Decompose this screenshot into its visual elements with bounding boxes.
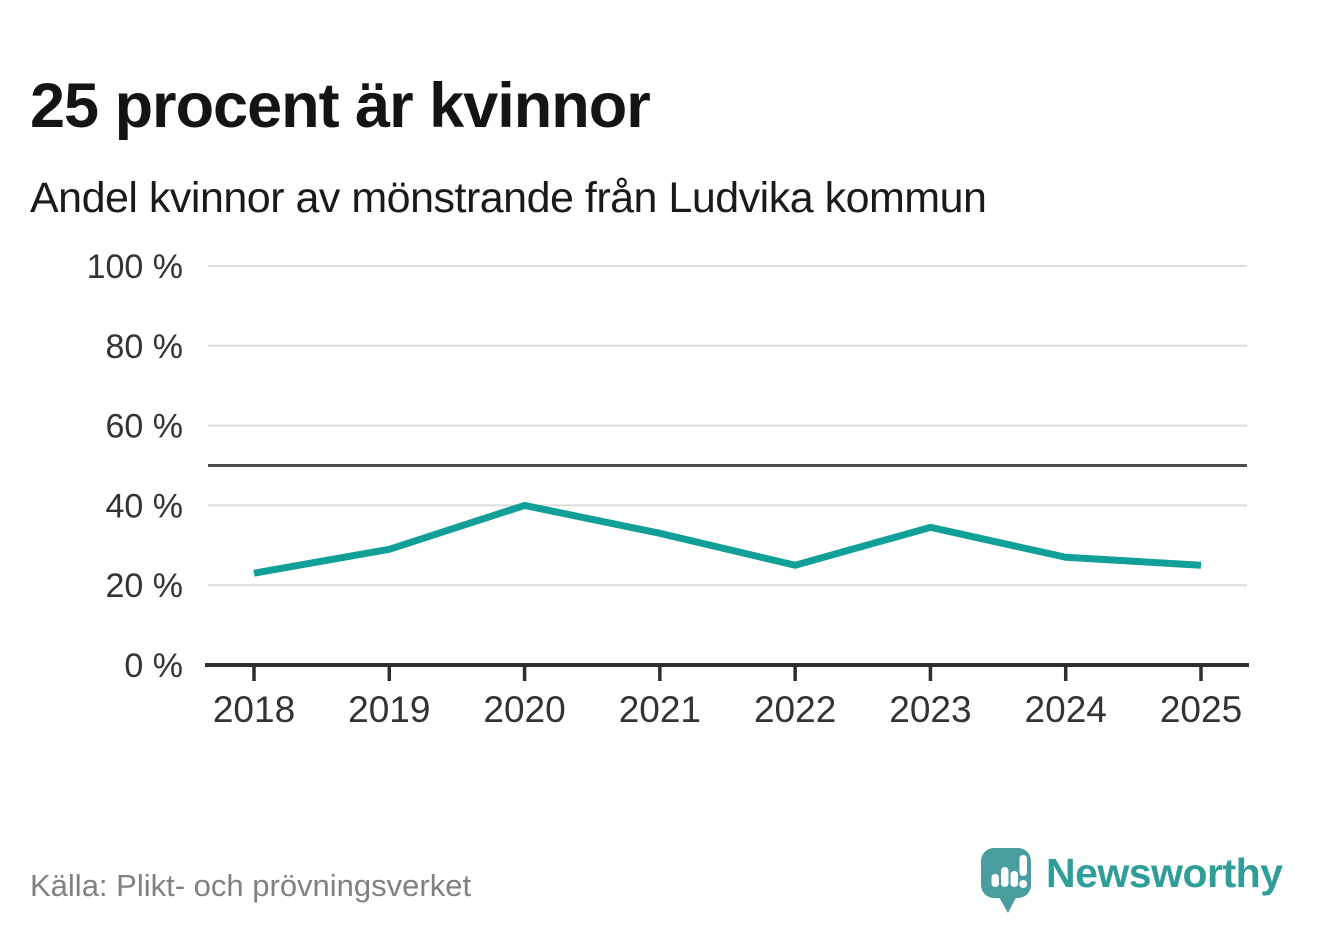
brand-wordmark: Newsworthy — [1046, 850, 1283, 896]
chart-title: 25 procent är kvinnor — [30, 71, 651, 142]
source-note: Källa: Plikt- och prövningsverket — [30, 868, 472, 903]
x-tick-label-2022: 2022 — [754, 689, 836, 730]
y-tick-label-60: 60 % — [106, 408, 184, 446]
y-tick-label-20: 20 % — [106, 567, 184, 605]
x-tick-label-2025: 2025 — [1160, 689, 1242, 730]
x-tick-label-2020: 2020 — [483, 689, 565, 730]
x-tick-label-2018: 2018 — [213, 689, 295, 730]
x-tick-label-2024: 2024 — [1025, 689, 1107, 730]
y-tick-label-100: 100 % — [87, 248, 183, 286]
y-tick-label-0: 0 % — [124, 647, 183, 685]
data-line — [253, 501, 1202, 577]
y-tick-label-80: 80 % — [106, 328, 184, 366]
chart-subtitle: Andel kvinnor av mönstrande från Ludvika… — [30, 174, 987, 222]
x-tick-label-2021: 2021 — [619, 689, 701, 730]
x-tick-label-2023: 2023 — [889, 689, 971, 730]
y-tick-label-40: 40 % — [106, 487, 184, 525]
x-tick-label-2019: 2019 — [348, 689, 430, 730]
